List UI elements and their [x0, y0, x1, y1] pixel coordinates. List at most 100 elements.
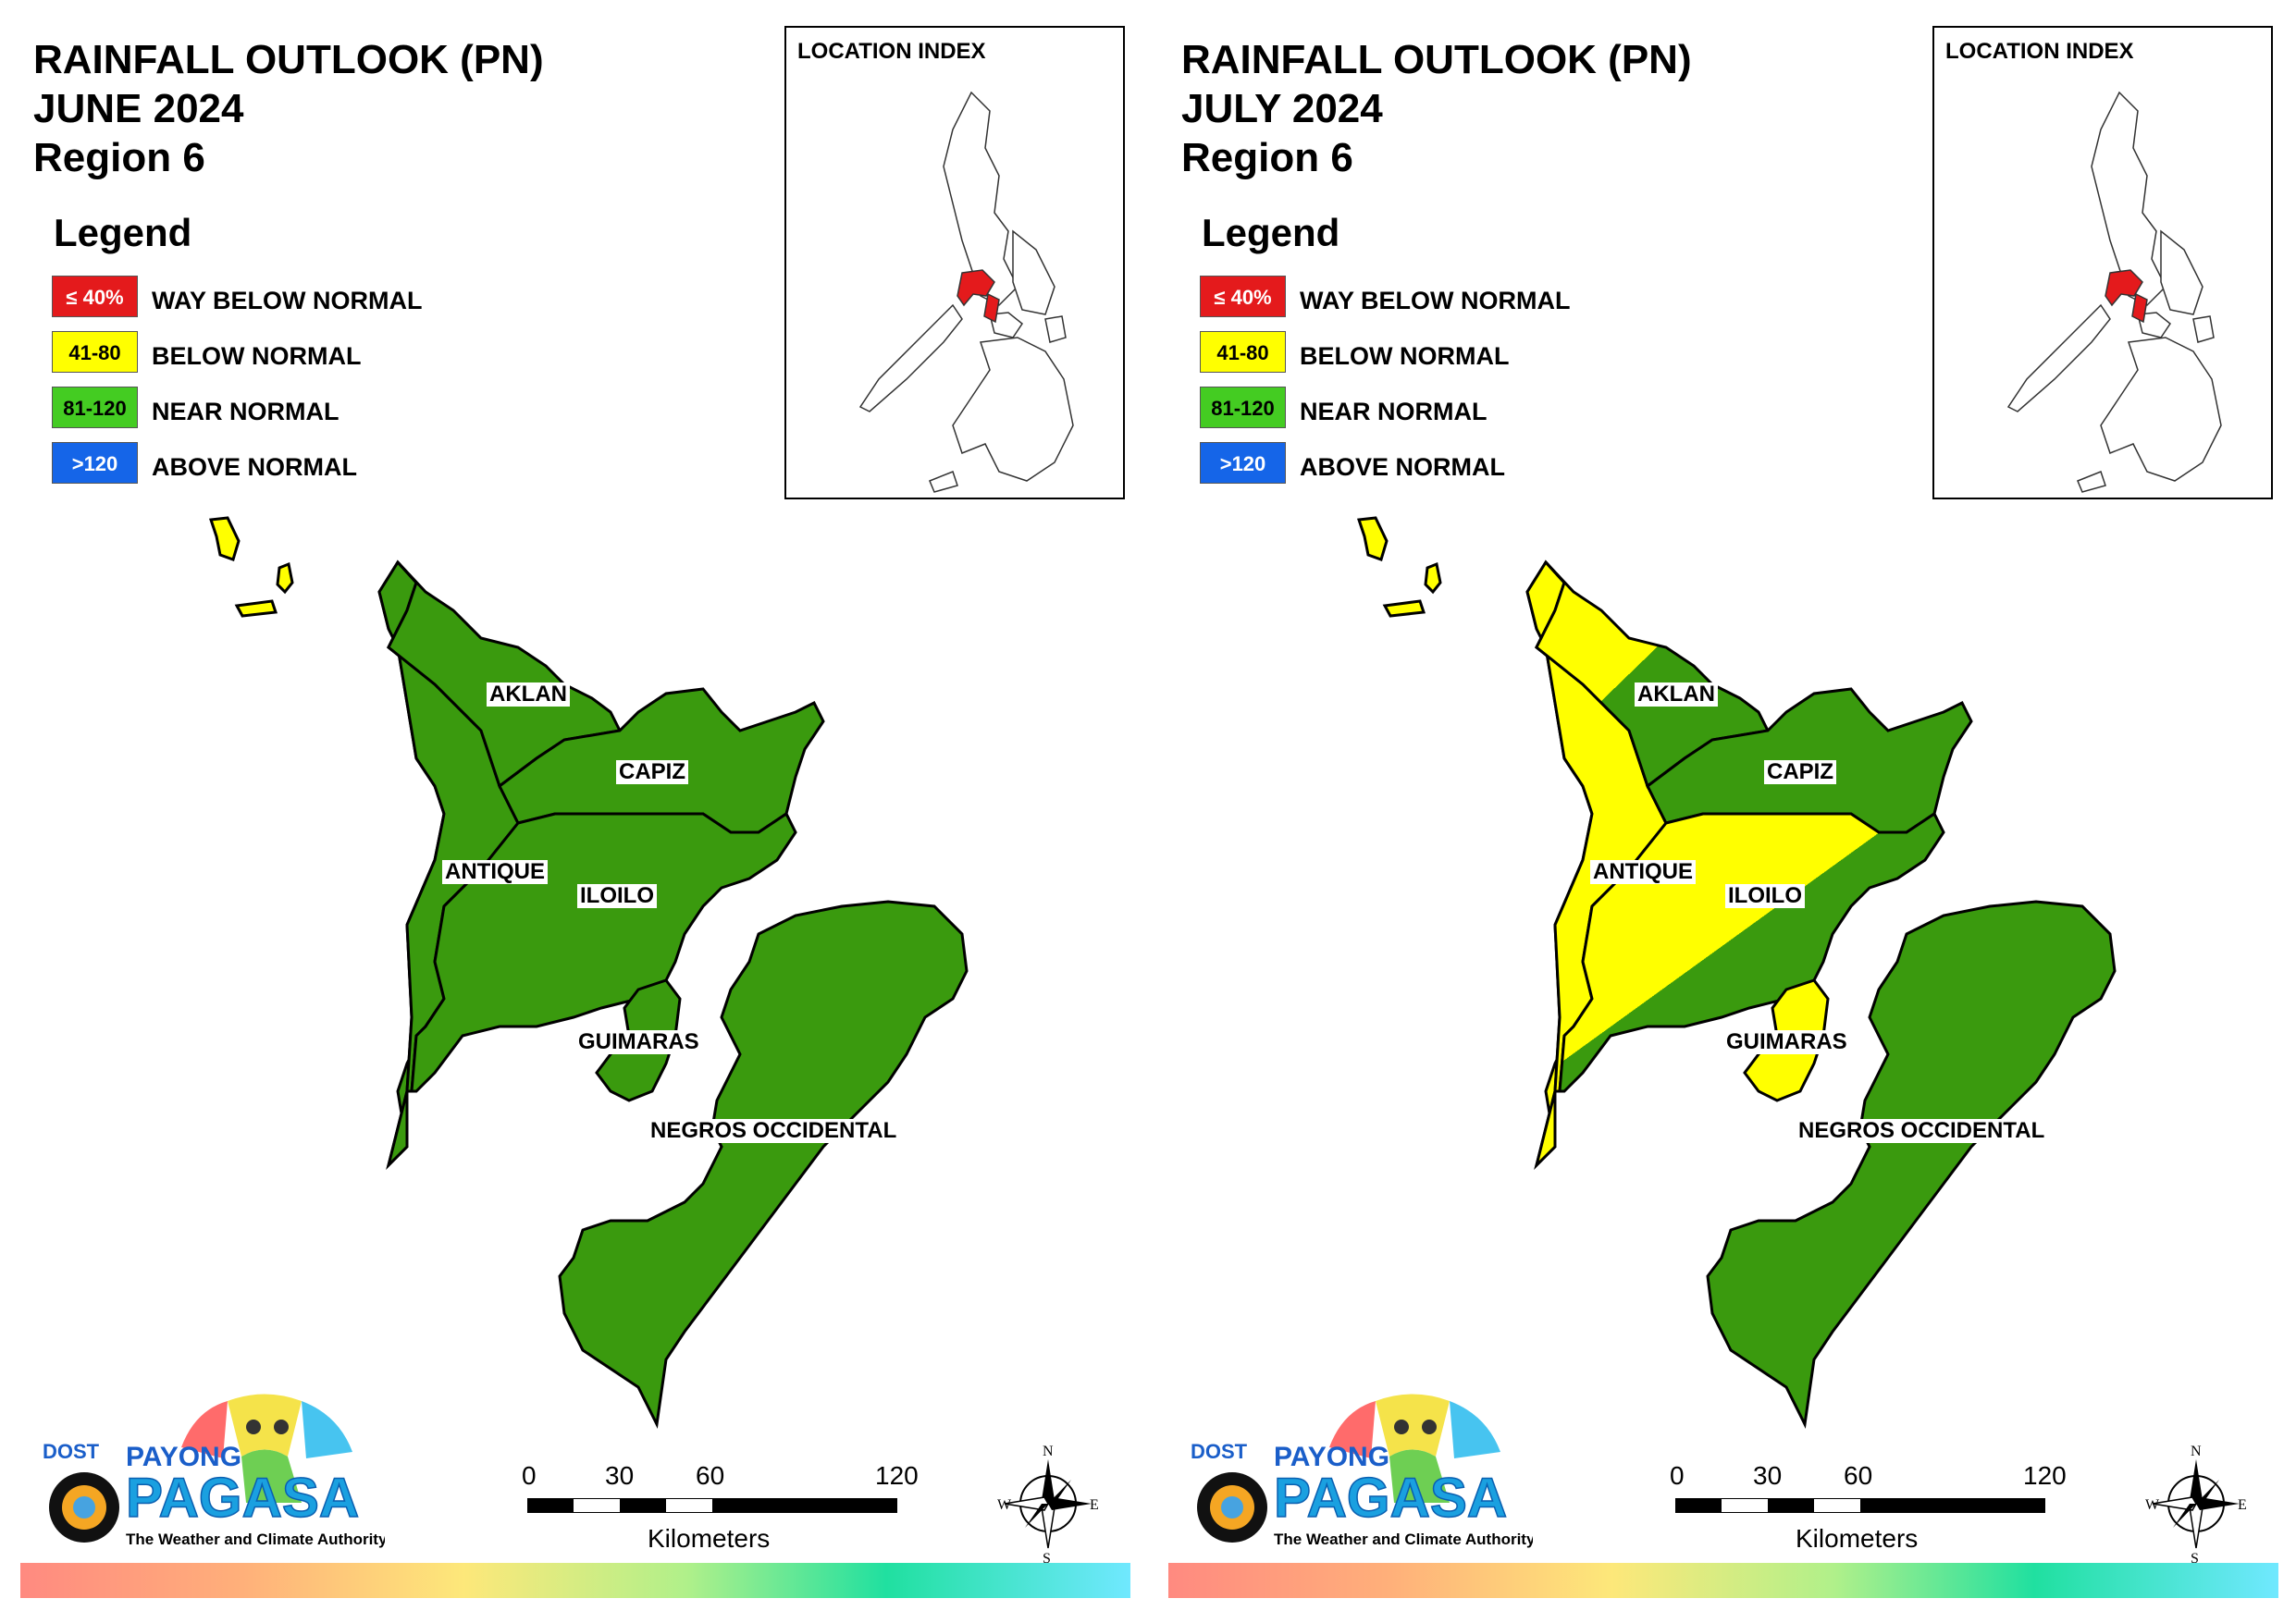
legend-swatch: 81-120 — [1200, 387, 1286, 428]
scale-tick-60: 60 — [696, 1461, 725, 1490]
legend-item-below: 41-80 BELOW NORMAL — [1200, 331, 1509, 387]
compass-w: W — [997, 1497, 1012, 1513]
scale-bar-graphic — [1675, 1498, 2045, 1513]
province-negros — [558, 900, 969, 1429]
legend-item-near: 81-120 NEAR NORMAL — [52, 387, 339, 442]
region6-map — [1356, 516, 2117, 1429]
legend-item-way-below: ≤ 40% WAY BELOW NORMAL — [1200, 276, 1571, 331]
compass-e: E — [2238, 1497, 2247, 1513]
logo-tagline: The Weather and Climate Authority — [126, 1531, 385, 1548]
footer-gradient-strip — [1168, 1563, 2278, 1598]
label-negros: NEGROS OCCIDENTAL — [1796, 1119, 2048, 1143]
label-guimaras: GUIMARAS — [1723, 1030, 1850, 1054]
label-antique: ANTIQUE — [1590, 860, 1696, 884]
pagasa-logo-graphic: DOST PAYONG PAGASA The Weather and Clima… — [1191, 1394, 1536, 1548]
legend-swatch: ≤ 40% — [52, 276, 138, 317]
legend-swatch: 41-80 — [52, 331, 138, 373]
scale-tick-0: 0 — [1670, 1461, 1685, 1490]
island-semirara — [208, 516, 241, 561]
pagasa-logo: DOST PAYONG PAGASA The Weather and Clima… — [33, 1392, 388, 1558]
scale-tick-30: 30 — [1753, 1461, 1783, 1490]
label-iloilo: ILOILO — [1725, 884, 1805, 908]
legend-item-above: >120 ABOVE NORMAL — [1200, 442, 1505, 498]
legend-label: ABOVE NORMAL — [152, 453, 357, 481]
logo-tagline: The Weather and Climate Authority — [1274, 1531, 1533, 1548]
legend-label: WAY BELOW NORMAL — [1300, 287, 1571, 314]
legend-swatch: 41-80 — [1200, 331, 1286, 373]
logo-pagasa: PAGASA — [1274, 1467, 1507, 1529]
title-line-2: JULY 2024 — [1181, 86, 1383, 131]
logo-payong: PAYONG — [1274, 1442, 1389, 1472]
legend-title: Legend — [1202, 211, 1340, 254]
compass-n: N — [1043, 1444, 1054, 1459]
region6-highlight — [2105, 269, 2143, 307]
map-title: RAINFALL OUTLOOK (PN) JULY 2024 Region 6 — [1181, 35, 1692, 182]
scale-tick-120: 120 — [875, 1461, 919, 1490]
logo-pagasa: PAGASA — [126, 1467, 359, 1529]
title-line-1: RAINFALL OUTLOOK (PN) — [1181, 37, 1692, 82]
legend: Legend ≤ 40% WAY BELOW NORMAL 41-80 BELO… — [1200, 211, 1571, 498]
scale-tick-0: 0 — [522, 1461, 537, 1490]
legend-item-near: 81-120 NEAR NORMAL — [1200, 387, 1487, 442]
philippines-outline-map — [2006, 91, 2222, 493]
island-small-2 — [234, 599, 278, 618]
island-small-1 — [276, 561, 294, 595]
pagasa-logo-graphic: DOST PAYONG PAGASA The Weather and Clima… — [43, 1394, 388, 1548]
island-semirara — [1356, 516, 1389, 561]
legend-swatch: >120 — [52, 442, 138, 484]
title-line-3: Region 6 — [33, 135, 205, 180]
map-title: RAINFALL OUTLOOK (PN) JUNE 2024 Region 6 — [33, 35, 544, 182]
logo-dost: DOST — [43, 1440, 100, 1463]
legend-swatch: ≤ 40% — [1200, 276, 1286, 317]
legend-label: NEAR NORMAL — [152, 398, 339, 425]
location-index-title: LOCATION INDEX — [797, 39, 986, 64]
legend-label: BELOW NORMAL — [1300, 342, 1510, 370]
legend-item-below: 41-80 BELOW NORMAL — [52, 331, 361, 387]
legend-label: ABOVE NORMAL — [1300, 453, 1505, 481]
scale-bar: 0 30 60 120 Kilometers — [522, 1461, 925, 1553]
compass-w: W — [2145, 1497, 2160, 1513]
island-small-2 — [1382, 599, 1426, 618]
legend: Legend ≤ 40% WAY BELOW NORMAL 41-80 BELO… — [52, 211, 423, 498]
label-negros: NEGROS OCCIDENTAL — [648, 1119, 900, 1143]
province-negros — [1706, 900, 2117, 1429]
scale-tick-120: 120 — [2023, 1461, 2067, 1490]
legend-item-above: >120 ABOVE NORMAL — [52, 442, 357, 498]
legend-label: WAY BELOW NORMAL — [152, 287, 423, 314]
scale-bar-graphic — [527, 1498, 897, 1513]
compass-n: N — [2191, 1444, 2202, 1459]
location-index: LOCATION INDEX — [1932, 26, 2273, 499]
label-guimaras: GUIMARAS — [575, 1030, 702, 1054]
scale-tick-30: 30 — [605, 1461, 635, 1490]
title-line-2: JUNE 2024 — [33, 86, 244, 131]
legend-label: NEAR NORMAL — [1300, 398, 1487, 425]
location-index-title: LOCATION INDEX — [1945, 39, 2134, 64]
legend-title: Legend — [54, 211, 192, 254]
north-arrow: N S W E — [2145, 1443, 2247, 1568]
legend-item-way-below: ≤ 40% WAY BELOW NORMAL — [52, 276, 423, 331]
island-small-1 — [1424, 561, 1442, 595]
label-iloilo: ILOILO — [577, 884, 657, 908]
logo-payong: PAYONG — [126, 1442, 241, 1472]
region6-map — [208, 516, 969, 1429]
legend-label: BELOW NORMAL — [152, 342, 362, 370]
compass-icon: N S W E — [2145, 1444, 2247, 1567]
label-antique: ANTIQUE — [442, 860, 548, 884]
compass-s: S — [1043, 1551, 1051, 1563]
outlook-panel-june: RAINFALL OUTLOOK (PN) JUNE 2024 Region 6… — [20, 26, 1130, 1598]
legend-swatch: 81-120 — [52, 387, 138, 428]
label-aklan: AKLAN — [487, 682, 570, 707]
compass-e: E — [1090, 1497, 1099, 1513]
compass-icon: N S W E — [997, 1444, 1099, 1567]
outlook-panel-july: RAINFALL OUTLOOK (PN) JULY 2024 Region 6… — [1148, 0, 2296, 1623]
label-capiz: CAPIZ — [616, 760, 688, 784]
label-aklan: AKLAN — [1635, 682, 1718, 707]
philippines-outline-map — [858, 91, 1074, 493]
pagasa-logo: DOST PAYONG PAGASA The Weather and Clima… — [1181, 1392, 1536, 1558]
north-arrow: N S W E — [997, 1443, 1099, 1568]
scale-tick-60: 60 — [1844, 1461, 1873, 1490]
logo-dost: DOST — [1191, 1440, 1248, 1463]
title-line-1: RAINFALL OUTLOOK (PN) — [33, 37, 544, 82]
compass-s: S — [2191, 1551, 2199, 1563]
region6-highlight — [957, 269, 995, 307]
